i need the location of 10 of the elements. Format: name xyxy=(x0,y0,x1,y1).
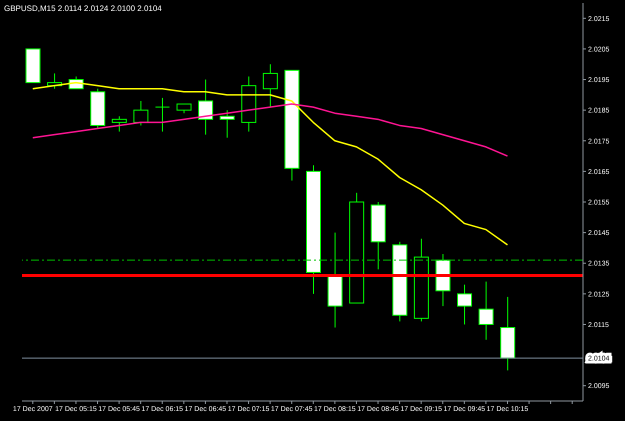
candlestick xyxy=(457,284,472,325)
candlestick xyxy=(176,104,192,114)
candlestick xyxy=(198,79,214,136)
chart-title: GBPUSD,M15 2.0114 2.0124 2.0100 2.0104 xyxy=(4,4,162,13)
candlestick xyxy=(262,64,278,108)
candlestick xyxy=(478,281,494,340)
candlestick xyxy=(220,110,235,138)
candlestick xyxy=(133,100,148,126)
candlestick xyxy=(112,116,127,132)
candlestick xyxy=(154,97,170,132)
